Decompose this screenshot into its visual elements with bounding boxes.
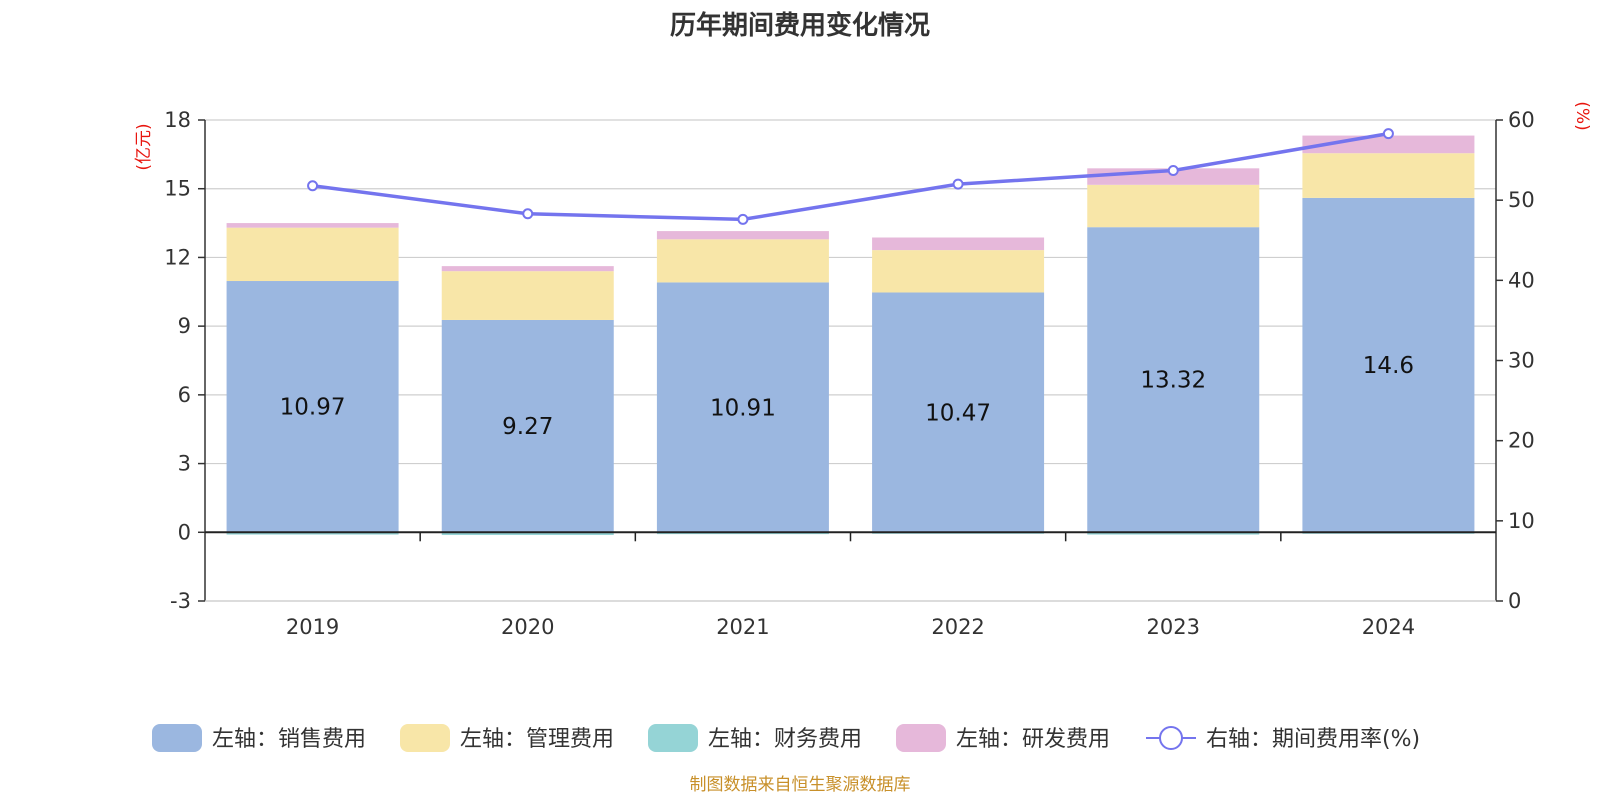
- category-label: 2021: [716, 615, 769, 639]
- category-label: 2023: [1147, 615, 1200, 639]
- bar-value-label: 10.91: [710, 395, 776, 421]
- left-axis-tick-label: 3: [178, 452, 191, 476]
- bar-segment: [1087, 184, 1260, 228]
- bar-segment: [226, 223, 399, 228]
- rate-point: [1382, 128, 1394, 140]
- legend-label: 左轴：销售费用: [212, 727, 366, 752]
- left-axis-tick-label: 18: [164, 108, 191, 132]
- left-axis-tick-label: 12: [164, 245, 191, 269]
- bar-segment: [441, 271, 614, 320]
- rate-point: [522, 208, 534, 220]
- gridlines: [205, 119, 1496, 602]
- bar-segment: [656, 231, 829, 240]
- bar-value-label: 10.97: [280, 395, 346, 421]
- legend-label: 左轴：研发费用: [956, 727, 1110, 752]
- legend[interactable]: 左轴：销售费用 左轴：管理费用 左轴：财务费用 左轴：研发费用 右轴：期间费用率(%): [152, 724, 1420, 752]
- category-label: 2019: [286, 615, 339, 639]
- rate-line: [312, 131, 1389, 222]
- bar-segment: [1302, 153, 1475, 198]
- rate-point: [737, 213, 749, 225]
- legend-swatch: [400, 724, 450, 752]
- source-note: 制图数据来自恒生聚源数据库: [690, 775, 911, 795]
- left-axis-tick-label: 6: [178, 383, 191, 407]
- right-axis-unit: (%): [1572, 101, 1592, 130]
- legend-label: 左轴：财务费用: [708, 727, 862, 752]
- left-axis-tick-label: 9: [178, 314, 191, 338]
- chart-title: 历年期间费用变化情况: [670, 10, 930, 41]
- right-axis-tick-label: 40: [1508, 268, 1535, 292]
- right-axis-tick-label: 10: [1508, 509, 1535, 533]
- legend-swatch: [896, 724, 946, 752]
- bar-series: [226, 135, 1475, 536]
- rate-point: [952, 178, 964, 190]
- right-axis-tick-label: 50: [1508, 188, 1535, 212]
- bar-segment: [226, 281, 399, 533]
- bar-segment: [226, 227, 399, 282]
- legend-label: 左轴：管理费用: [460, 727, 614, 752]
- rate-point: [307, 180, 319, 192]
- bar-value-label: 14.6: [1363, 353, 1414, 379]
- bar-segment: [872, 237, 1045, 251]
- bar-segment: [656, 239, 829, 283]
- bar-segment: [872, 250, 1045, 293]
- bar-segment: [441, 532, 614, 536]
- bar-segment: [1087, 227, 1260, 533]
- bar-segment: [1087, 532, 1260, 535]
- right-axis-tick-label: 30: [1508, 349, 1535, 373]
- left-axis-tick-label: 15: [164, 177, 191, 201]
- bar-segment: [872, 292, 1045, 533]
- bar-value-label: 13.32: [1140, 368, 1206, 394]
- bar-segment: [656, 282, 829, 533]
- legend-swatch: [648, 724, 698, 752]
- bar-segment: [1302, 197, 1475, 533]
- bar-segment: [226, 532, 399, 535]
- data-labels: 10.97 9.27 10.91 10.47 13.32 14.6: [280, 353, 1414, 440]
- legend-swatch: [152, 724, 202, 752]
- right-axis-tick-label: 60: [1508, 108, 1535, 132]
- bar-value-label: 10.47: [925, 400, 991, 426]
- bar-segment: [441, 319, 614, 533]
- bar-value-label: 9.27: [502, 414, 553, 440]
- right-axis-tick-label: 20: [1508, 429, 1535, 453]
- category-label: 2024: [1362, 615, 1415, 639]
- category-label: 2020: [501, 615, 554, 639]
- legend-label: 右轴：期间费用率(%): [1206, 727, 1420, 752]
- bar-segment: [441, 266, 614, 272]
- left-axis-tick-label: 0: [178, 520, 191, 544]
- right-axis-tick-label: 0: [1508, 589, 1521, 613]
- left-axis-tick-label: -3: [170, 589, 191, 613]
- legend-marker-swatch: [1159, 726, 1183, 750]
- line-series: [307, 128, 1394, 225]
- left-axis-unit: (亿元): [134, 123, 154, 170]
- category-label: 2022: [931, 615, 984, 639]
- rate-point: [1167, 165, 1179, 177]
